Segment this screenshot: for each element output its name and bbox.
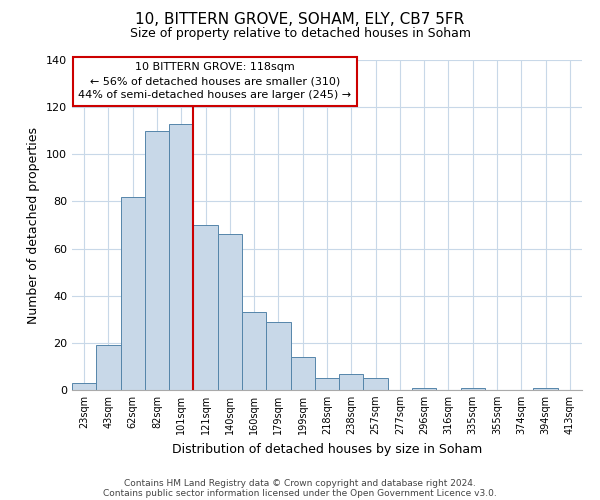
Bar [290,357,315,390]
Text: 10, BITTERN GROVE, SOHAM, ELY, CB7 5FR: 10, BITTERN GROVE, SOHAM, ELY, CB7 5FR [136,12,464,28]
Y-axis label: Number of detached properties: Number of detached properties [28,126,40,324]
Bar [315,378,339,390]
Bar [121,196,145,390]
Bar [96,345,121,390]
Bar [339,374,364,390]
Bar [145,130,169,390]
Bar [193,225,218,390]
Bar [364,378,388,390]
Bar [218,234,242,390]
Bar [266,322,290,390]
Text: 10 BITTERN GROVE: 118sqm
← 56% of detached houses are smaller (310)
44% of semi-: 10 BITTERN GROVE: 118sqm ← 56% of detach… [78,62,352,100]
X-axis label: Distribution of detached houses by size in Soham: Distribution of detached houses by size … [172,442,482,456]
Bar [169,124,193,390]
Text: Contains HM Land Registry data © Crown copyright and database right 2024.: Contains HM Land Registry data © Crown c… [124,478,476,488]
Bar [412,388,436,390]
Bar [72,383,96,390]
Text: Contains public sector information licensed under the Open Government Licence v3: Contains public sector information licen… [103,488,497,498]
Text: Size of property relative to detached houses in Soham: Size of property relative to detached ho… [130,28,470,40]
Bar [461,388,485,390]
Bar [242,312,266,390]
Bar [533,388,558,390]
